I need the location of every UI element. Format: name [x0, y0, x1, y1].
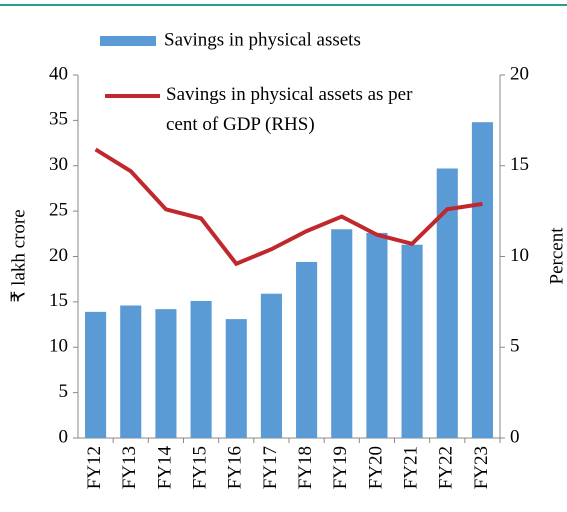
bar — [190, 300, 212, 438]
x-tick-label: FY12 — [84, 446, 105, 489]
bar — [260, 293, 282, 438]
y-axis-label: ₹ lakh crore — [8, 209, 29, 302]
bar — [225, 319, 247, 438]
bar — [120, 305, 142, 438]
bar — [401, 244, 423, 438]
x-tick-label: FY20 — [365, 446, 386, 489]
y2-tick-label: 5 — [510, 336, 520, 357]
y2-axis-label: Percent — [546, 227, 567, 285]
x-tick-label: FY22 — [436, 446, 457, 489]
y2-tick-label: 20 — [510, 63, 529, 84]
bar — [155, 309, 177, 438]
bar — [296, 261, 318, 438]
legend-swatch — [100, 36, 156, 46]
x-tick-label: FY15 — [189, 446, 210, 489]
x-tick-label: FY23 — [471, 446, 492, 489]
y-tick-label: 10 — [49, 336, 68, 357]
line — [94, 147, 483, 267]
y2-tick-label: 10 — [510, 245, 529, 266]
x-tick-label: FY16 — [225, 446, 246, 489]
bar — [85, 311, 107, 438]
y-tick-label: 40 — [49, 63, 68, 84]
bar — [471, 122, 493, 438]
legend-label: Savings in physical assets as per cent of… — [166, 84, 413, 135]
y-tick-label: 30 — [49, 154, 68, 175]
x-tick-label: FY19 — [330, 446, 351, 489]
y-tick-label: 15 — [49, 290, 68, 311]
x-tick-label: FY17 — [260, 446, 281, 489]
x-tick-label: FY18 — [295, 446, 316, 489]
bar — [366, 232, 388, 438]
bar — [331, 229, 353, 438]
y-tick-label: 35 — [49, 109, 68, 130]
y-tick-label: 5 — [59, 381, 69, 402]
bar — [436, 168, 458, 438]
y2-tick-label: 0 — [510, 426, 520, 447]
x-tick-label: FY14 — [154, 446, 175, 490]
y-tick-label: 25 — [49, 199, 68, 220]
x-tick-label: FY21 — [400, 446, 421, 489]
x-tick-label: FY13 — [119, 446, 140, 489]
y-tick-label: 20 — [49, 245, 68, 266]
y-tick-label: 0 — [59, 426, 69, 447]
y2-tick-label: 15 — [510, 154, 529, 175]
legend-label: Savings in physical assets — [164, 29, 361, 50]
